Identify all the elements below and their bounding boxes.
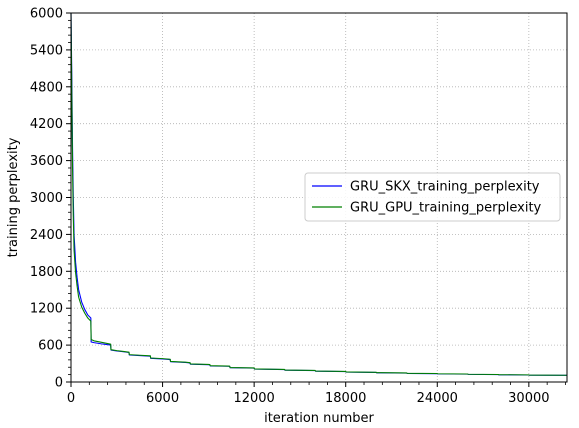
y-tick-label: 4800 xyxy=(30,80,63,95)
legend-label: GRU_SKX_training_perplexity xyxy=(350,180,540,195)
y-tick-label: 5400 xyxy=(30,43,63,58)
x-tick-label: 6000 xyxy=(146,391,179,406)
legend-label: GRU_GPU_training_perplexity xyxy=(350,201,542,216)
y-tick-label: 1200 xyxy=(30,302,63,317)
y-tick-label: 6000 xyxy=(30,7,63,22)
series-lines xyxy=(70,12,568,376)
plot-frame xyxy=(70,12,568,383)
x-tick-label: 24000 xyxy=(417,391,458,406)
x-tick-label: 30000 xyxy=(508,391,549,406)
y-tick-label: 1800 xyxy=(30,265,63,280)
x-axis-label: iteration number xyxy=(264,411,374,426)
series-line-2 xyxy=(70,12,568,376)
y-tick-label: 0 xyxy=(55,376,63,391)
y-tick-label: 3600 xyxy=(30,154,63,169)
x-tick-label: 12000 xyxy=(233,391,274,406)
y-tick-label: 2400 xyxy=(30,228,63,243)
y-tick-label: 3000 xyxy=(30,191,63,206)
y-axis-label: training perplexity xyxy=(6,137,21,257)
legend-box xyxy=(304,172,561,222)
legend: GRU_SKX_training_perplexity GRU_GPU_train… xyxy=(304,172,561,222)
y-tick-label: 4200 xyxy=(30,117,63,132)
x-tick-label: 18000 xyxy=(325,391,366,406)
y-tick-label: 600 xyxy=(38,339,63,354)
x-tick-label: 0 xyxy=(67,391,75,406)
axis-ticks: 0 6000 12000 18000 24000 30000 0 600 1200 1800 240… xyxy=(30,7,550,407)
